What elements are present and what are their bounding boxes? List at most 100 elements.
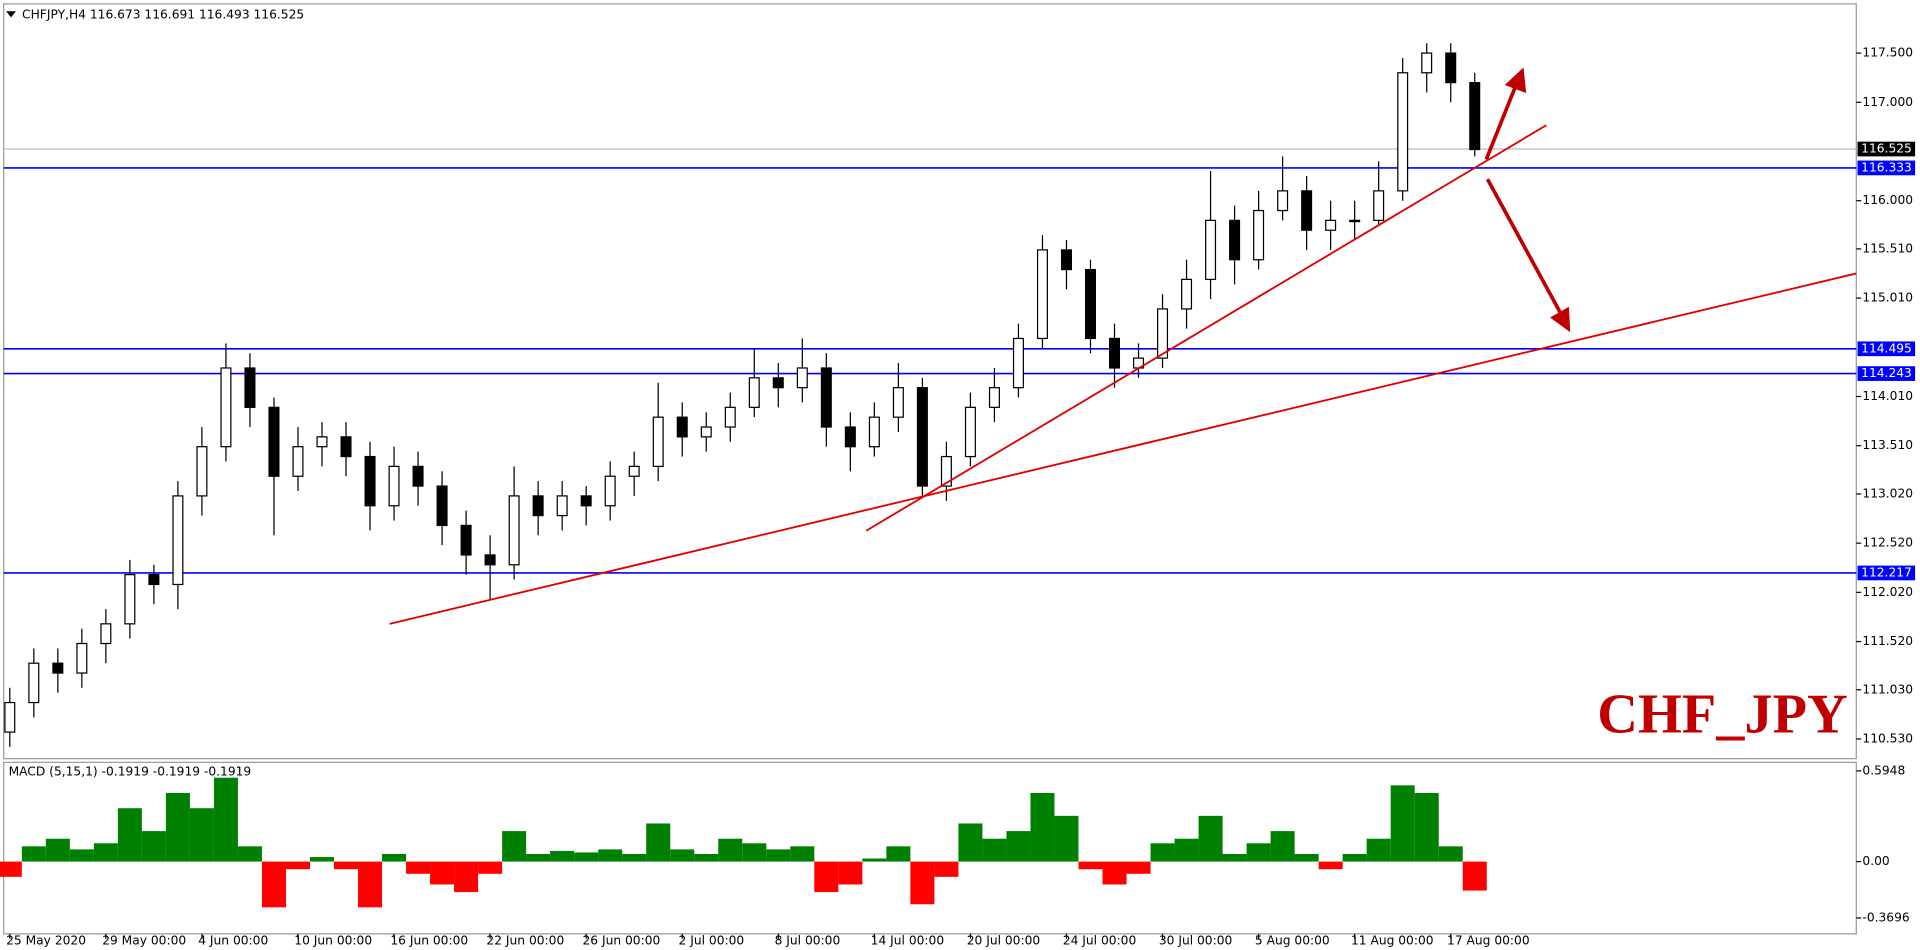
level-tag bbox=[1857, 160, 1916, 176]
macd-bar bbox=[766, 849, 791, 862]
candle-body bbox=[820, 367, 832, 428]
macd-bar bbox=[406, 861, 431, 874]
candle-body bbox=[268, 406, 280, 477]
y-tick-label: 113.510 bbox=[1862, 438, 1913, 452]
macd-bar bbox=[958, 823, 983, 862]
candle-body bbox=[124, 574, 136, 625]
y-tick-label: 111.030 bbox=[1862, 682, 1913, 696]
candle-body bbox=[196, 446, 208, 497]
y-tick-label: 115.510 bbox=[1862, 241, 1913, 255]
candle-body bbox=[724, 406, 736, 428]
candle-body bbox=[508, 495, 520, 566]
arrow-up bbox=[1484, 67, 1527, 161]
x-tick-label: 8 Jul 00:00 bbox=[775, 934, 841, 948]
candle-body bbox=[1036, 249, 1048, 340]
candle-body bbox=[148, 574, 160, 586]
macd-bar bbox=[430, 861, 455, 885]
y-tick-label: 111.520 bbox=[1862, 634, 1913, 648]
macd-bar bbox=[358, 861, 383, 908]
macd-bar bbox=[1198, 815, 1223, 862]
candle-body bbox=[340, 436, 352, 458]
candle-body bbox=[388, 465, 400, 507]
macd-bar bbox=[285, 861, 310, 870]
candle-body bbox=[940, 455, 952, 487]
candle-body bbox=[1301, 190, 1313, 231]
macd-bar bbox=[382, 853, 407, 862]
macd-bar bbox=[838, 861, 863, 885]
candle-body bbox=[244, 367, 256, 408]
macd-bar bbox=[1366, 838, 1391, 862]
macd-bar bbox=[334, 861, 359, 870]
macd-bar bbox=[502, 831, 527, 862]
macd-title: MACD (5,15,1) -0.1919 -0.1919 -0.1919 bbox=[9, 765, 252, 779]
candle-body bbox=[1373, 190, 1385, 221]
x-tick-label: 30 Jul 00:00 bbox=[1159, 934, 1232, 948]
last-price-tag bbox=[1857, 141, 1916, 157]
x-tick-label: 25 May 2020 bbox=[6, 934, 86, 948]
macd-bar bbox=[21, 846, 46, 862]
x-tick-label: 29 May 00:00 bbox=[102, 934, 186, 948]
level-label: 114.243 bbox=[1861, 366, 1912, 380]
macd-panel bbox=[3, 761, 1857, 935]
x-tick-label: 5 Aug 00:00 bbox=[1255, 934, 1330, 948]
price-panel bbox=[3, 3, 1857, 760]
x-tick-label: 17 Aug 00:00 bbox=[1447, 934, 1530, 948]
trendline bbox=[865, 124, 1547, 532]
x-tick-label: 10 Jun 00:00 bbox=[294, 934, 372, 948]
y-tick-label: 110.530 bbox=[1862, 731, 1913, 745]
macd-bar bbox=[1078, 861, 1103, 870]
plot-layer: 117.500 117.000 116.000 115.510 115.010 114.0… bbox=[0, 43, 1916, 948]
candle-body bbox=[604, 475, 616, 507]
macd-bar bbox=[622, 853, 647, 862]
macd-bar bbox=[1414, 792, 1439, 862]
macd-bar bbox=[982, 838, 1007, 862]
last-price-label: 116.525 bbox=[1861, 142, 1912, 156]
macd-bar bbox=[550, 850, 575, 862]
candle-body bbox=[220, 367, 232, 448]
annotation: CHF_JPY bbox=[1597, 683, 1847, 745]
macd-bar bbox=[1006, 831, 1031, 862]
level-label: 114.495 bbox=[1861, 341, 1912, 355]
macd-bar bbox=[69, 849, 94, 862]
y-tick-label: 113.020 bbox=[1862, 486, 1913, 500]
x-tick-label: 14 Jul 00:00 bbox=[871, 934, 944, 948]
macd-bar bbox=[1342, 853, 1367, 862]
y-tick-label: 114.010 bbox=[1862, 389, 1913, 403]
candle-body bbox=[484, 554, 496, 566]
x-tick-label: 24 Jul 00:00 bbox=[1063, 934, 1136, 948]
candle-body bbox=[868, 416, 880, 448]
macd-bar bbox=[742, 843, 767, 862]
macd-bar bbox=[309, 857, 335, 862]
candle-body bbox=[364, 455, 376, 507]
macd-bar bbox=[165, 792, 190, 862]
candle-body bbox=[1108, 337, 1121, 369]
macd-bar bbox=[261, 861, 286, 908]
level-tag bbox=[1857, 366, 1916, 381]
trendline bbox=[389, 272, 1857, 625]
candle-body bbox=[4, 701, 16, 733]
macd-bar bbox=[718, 838, 743, 862]
candle-body bbox=[1421, 52, 1433, 74]
candle-body bbox=[1060, 249, 1072, 271]
y-tick-label: 117.500 bbox=[1862, 46, 1913, 60]
candle-body bbox=[76, 642, 88, 674]
candle-body bbox=[556, 495, 568, 517]
candle-body bbox=[100, 623, 112, 645]
level-label: 112.217 bbox=[1861, 565, 1912, 579]
candle-body bbox=[628, 465, 640, 477]
candle-body bbox=[892, 387, 904, 418]
macd-bar bbox=[454, 861, 479, 893]
candle-body bbox=[676, 416, 688, 438]
candle-body bbox=[772, 377, 784, 389]
macd-bar bbox=[1318, 861, 1343, 870]
candle-body bbox=[1253, 209, 1265, 261]
macd-bar bbox=[45, 838, 70, 862]
macd-bar bbox=[1174, 838, 1199, 862]
macd-bar bbox=[670, 849, 695, 862]
candle-body bbox=[796, 367, 808, 389]
candle-body bbox=[1445, 52, 1457, 84]
y-tick-label: 116.000 bbox=[1862, 193, 1913, 207]
x-tick-label: 11 Aug 00:00 bbox=[1351, 934, 1434, 948]
candle-body bbox=[748, 377, 760, 408]
